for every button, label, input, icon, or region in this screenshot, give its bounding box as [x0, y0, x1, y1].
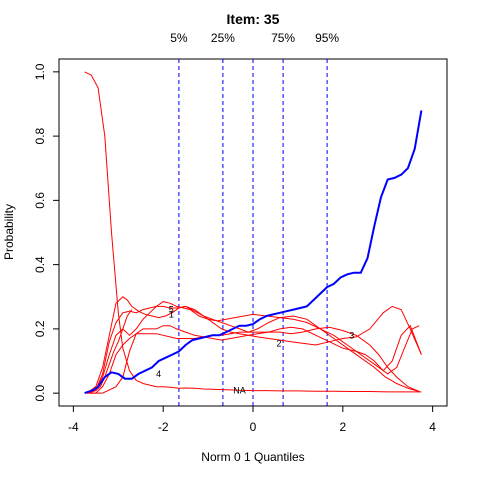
option-curve — [86, 309, 133, 394]
x-axis-label: Norm 0 1 Quantiles — [201, 450, 304, 464]
x-tick-label: -4 — [68, 420, 79, 434]
curve-label: 5 — [169, 305, 174, 315]
curve-label: 2 — [277, 338, 282, 348]
curve-label: NA — [233, 386, 246, 396]
option-curve — [84, 71, 422, 393]
x-tick-label: 2 — [339, 420, 346, 434]
y-tick-label: 0.4 — [33, 256, 47, 273]
quantile-lines — [178, 59, 328, 406]
quantile-label: 25% — [211, 31, 235, 45]
option-curve — [86, 324, 422, 394]
y-tick-label: 0.6 — [33, 192, 47, 209]
curve-labels: 4 51 2 3 NA — [156, 305, 354, 396]
x-tick-label: 0 — [250, 420, 257, 434]
option-curves — [84, 71, 422, 394]
option-curve — [86, 296, 422, 394]
y-axis: 0.0 0.2 0.4 0.6 0.8 1.0 — [33, 63, 60, 401]
quantile-label: 95% — [315, 31, 339, 45]
curve-label: 3 — [349, 330, 354, 340]
y-axis-label: Probability — [2, 204, 16, 260]
curve-label: 4 — [156, 369, 161, 379]
curve-label: 1 — [169, 309, 174, 319]
chart-title: Item: 35 — [227, 11, 280, 27]
quantile-labels: 5% 25% 75% 95% — [170, 31, 339, 45]
y-tick-label: 0.0 — [33, 384, 47, 401]
key-option-curve — [84, 110, 423, 395]
x-axis: -4 -2 0 2 4 — [68, 405, 436, 434]
quantile-label: 5% — [170, 31, 188, 45]
x-tick-label: 4 — [429, 420, 436, 434]
quantile-label: 75% — [271, 31, 295, 45]
y-tick-label: 0.8 — [33, 127, 47, 144]
y-tick-label: 1.0 — [33, 63, 47, 80]
key-curve — [84, 110, 423, 395]
x-tick-label: -2 — [158, 420, 169, 434]
y-tick-label: 0.2 — [33, 320, 47, 337]
